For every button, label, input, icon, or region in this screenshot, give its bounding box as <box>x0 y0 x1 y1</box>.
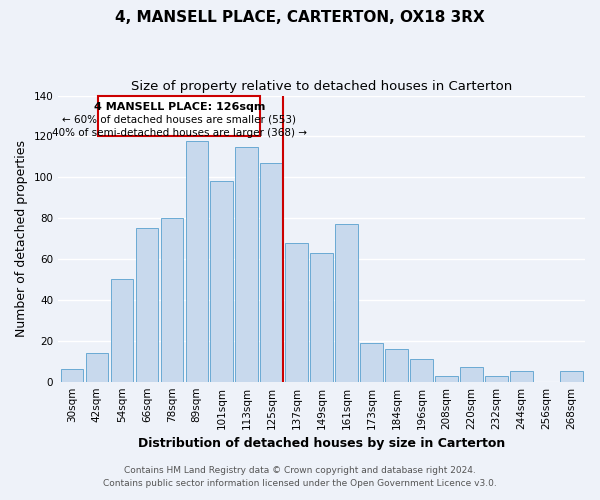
Bar <box>435 376 458 382</box>
X-axis label: Distribution of detached houses by size in Carterton: Distribution of detached houses by size … <box>138 437 505 450</box>
Text: Contains HM Land Registry data © Crown copyright and database right 2024.
Contai: Contains HM Land Registry data © Crown c… <box>103 466 497 487</box>
Bar <box>286 242 308 382</box>
Y-axis label: Number of detached properties: Number of detached properties <box>15 140 28 337</box>
Text: 40% of semi-detached houses are larger (368) →: 40% of semi-detached houses are larger (… <box>52 128 307 138</box>
Bar <box>485 376 508 382</box>
Text: 4, MANSELL PLACE, CARTERTON, OX18 3RX: 4, MANSELL PLACE, CARTERTON, OX18 3RX <box>115 10 485 25</box>
Bar <box>510 372 533 382</box>
Bar <box>460 368 482 382</box>
Bar <box>385 349 408 382</box>
Bar <box>110 280 133 382</box>
Bar <box>360 343 383 382</box>
Bar <box>211 182 233 382</box>
Bar <box>61 370 83 382</box>
Bar <box>310 253 333 382</box>
Text: 4 MANSELL PLACE: 126sqm: 4 MANSELL PLACE: 126sqm <box>94 102 265 112</box>
FancyBboxPatch shape <box>98 96 260 136</box>
Bar <box>260 163 283 382</box>
Text: ← 60% of detached houses are smaller (553): ← 60% of detached houses are smaller (55… <box>62 115 296 125</box>
Bar <box>335 224 358 382</box>
Bar <box>185 140 208 382</box>
Bar <box>136 228 158 382</box>
Bar <box>161 218 183 382</box>
Bar <box>410 359 433 382</box>
Bar <box>560 372 583 382</box>
Title: Size of property relative to detached houses in Carterton: Size of property relative to detached ho… <box>131 80 512 93</box>
Bar <box>235 146 258 382</box>
Bar <box>86 353 108 382</box>
